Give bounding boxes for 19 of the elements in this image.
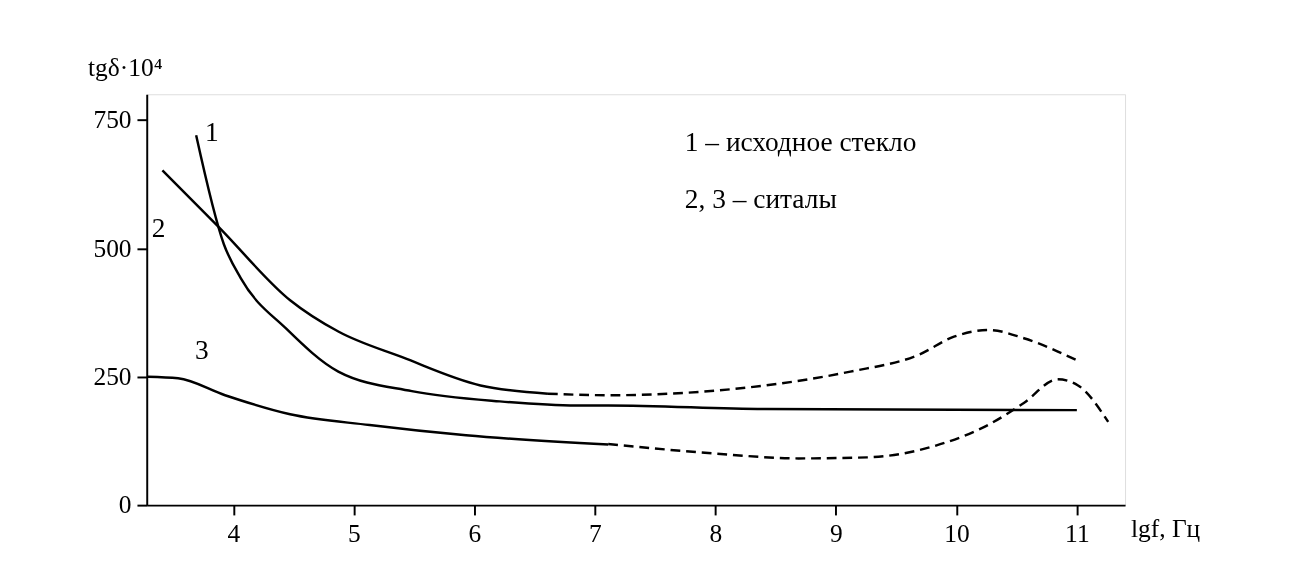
series-label: 2: [151, 212, 166, 243]
x-tick-label: 5: [348, 518, 361, 548]
series-label: 3: [194, 335, 209, 366]
x-axis-title: lgf, Гц: [1130, 514, 1201, 544]
annotation: 2, 3 – ситалы: [684, 183, 837, 214]
x-tick-label: 10: [944, 518, 970, 548]
annotation: 1 – исходное стекло: [684, 126, 917, 157]
x-tick-label: 8: [709, 518, 723, 548]
x-tick-label: 9: [830, 518, 843, 548]
x-tick-label: 7: [589, 518, 602, 548]
y-tick-label: 500: [93, 233, 132, 263]
x-tick-label: 11: [1065, 518, 1090, 548]
y-tick-label: 250: [93, 362, 132, 392]
y-axis-title: tgδ·10⁴: [88, 52, 163, 82]
x-tick-label: 6: [468, 518, 482, 548]
y-tick-label: 0: [118, 490, 132, 520]
series-label: 1: [204, 117, 219, 148]
x-tick-label: 4: [227, 518, 241, 548]
y-tick-label: 750: [93, 105, 132, 135]
